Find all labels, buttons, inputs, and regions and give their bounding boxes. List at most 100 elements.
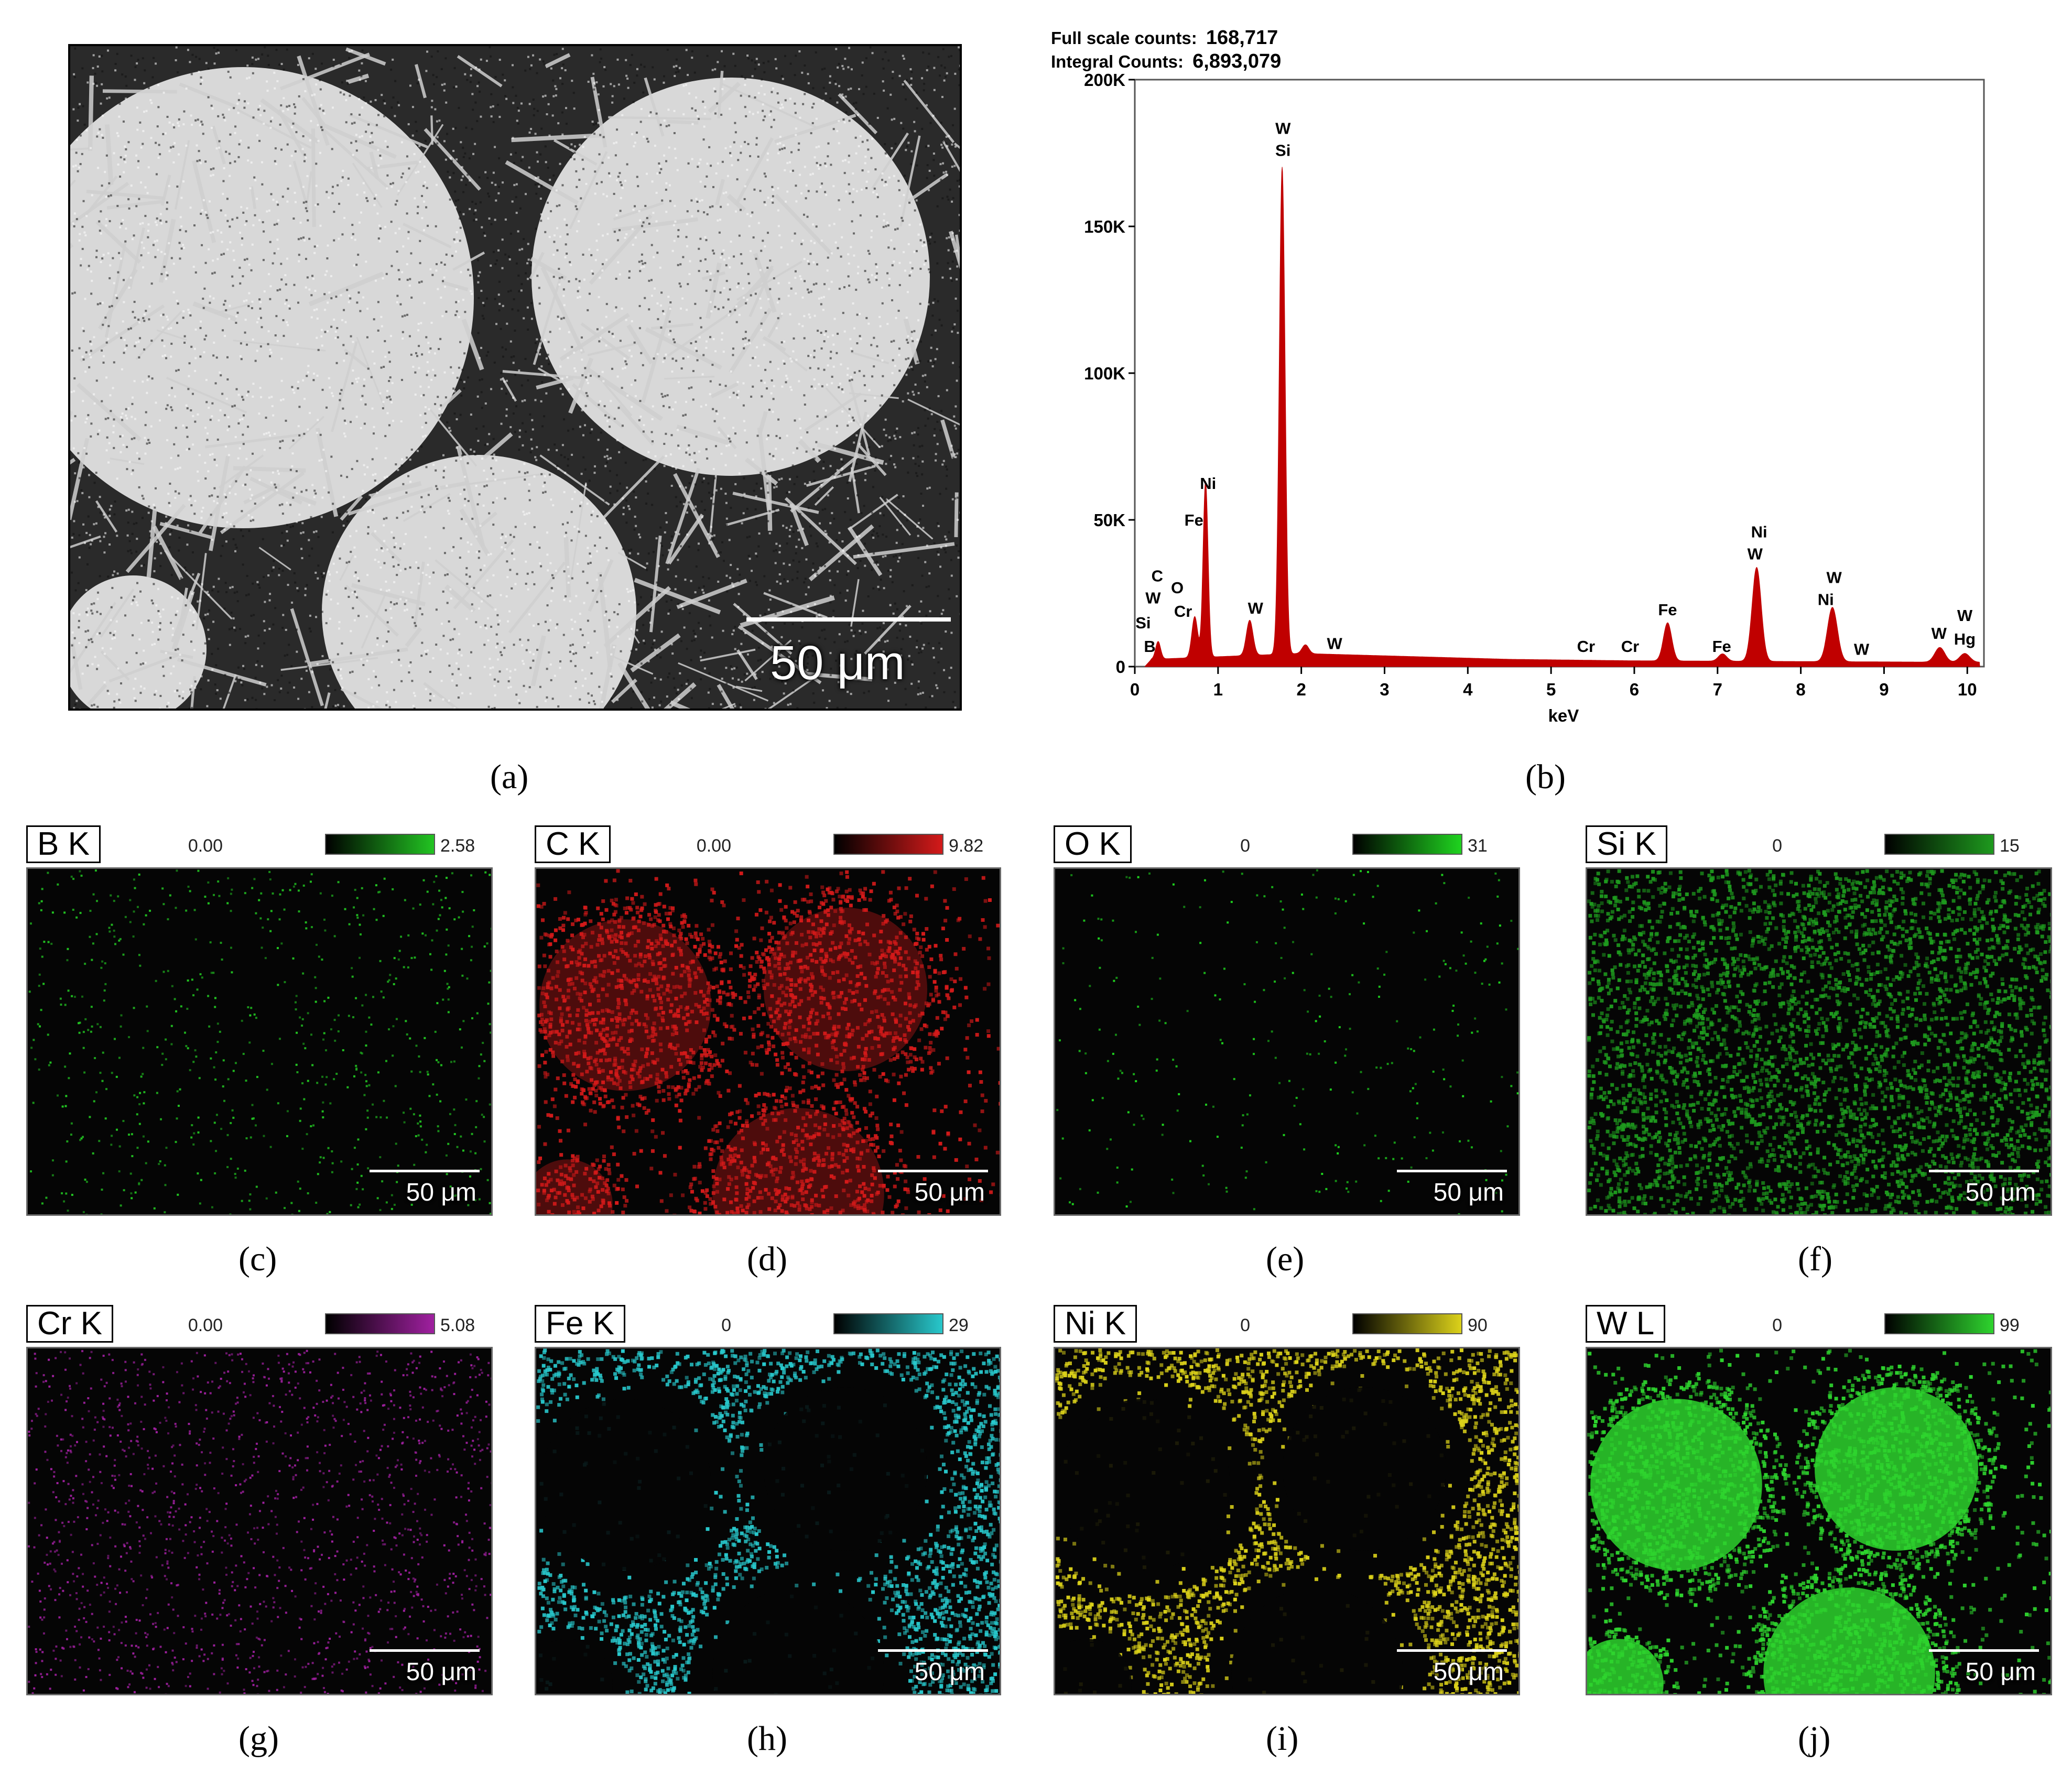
element-map-label: C K bbox=[535, 825, 611, 863]
colorbar-max: 2.58 bbox=[440, 836, 475, 856]
colorbar-max: 9.82 bbox=[949, 836, 983, 856]
colorbar-max: 31 bbox=[1468, 836, 1488, 856]
colorbar-min: 0 bbox=[721, 1315, 731, 1336]
map-scale-label: 50 μm bbox=[406, 1658, 476, 1686]
sem-scale-label: 50 μm bbox=[770, 636, 905, 691]
map-caption: (e) bbox=[1266, 1239, 1304, 1279]
map-scale-label: 50 μm bbox=[406, 1178, 476, 1207]
colorbar-max: 5.08 bbox=[440, 1315, 475, 1336]
peak-annotation: Si bbox=[1135, 614, 1151, 632]
peak-annotation: Si bbox=[1275, 141, 1290, 160]
map-scale-label: 50 μm bbox=[1434, 1658, 1504, 1686]
map-caption: (i) bbox=[1266, 1719, 1298, 1759]
x-tick-label: 3 bbox=[1380, 680, 1389, 699]
element-map-render bbox=[1587, 1348, 2051, 1694]
x-tick-label: 5 bbox=[1546, 680, 1556, 699]
map-caption: (c) bbox=[238, 1239, 277, 1279]
map-scale-label: 50 μm bbox=[915, 1658, 985, 1686]
colorbar bbox=[1352, 834, 1462, 855]
y-tick-label: 100K bbox=[1084, 364, 1125, 383]
colorbar-max: 90 bbox=[1468, 1315, 1488, 1336]
map-scale-label: 50 μm bbox=[915, 1178, 985, 1207]
colorbar-min: 0 bbox=[1240, 1315, 1250, 1336]
element-map-image: 50 μm bbox=[535, 867, 1001, 1216]
x-tick-label: 6 bbox=[1630, 680, 1639, 699]
map-scale-bar bbox=[1929, 1649, 2039, 1652]
peak-annotation: Cr bbox=[1174, 602, 1192, 620]
colorbar bbox=[325, 1313, 435, 1334]
element-map-render bbox=[536, 1348, 1000, 1694]
element-map-panel: Fe K 0 29 50 μm (h) bbox=[535, 1305, 1001, 1758]
peak-annotation: W bbox=[1748, 545, 1763, 563]
peak-annotation: Fe bbox=[1185, 511, 1203, 529]
element-map-panel: W L 0 99 50 μm (j) bbox=[1586, 1305, 2052, 1758]
map-scale-bar bbox=[370, 1170, 480, 1172]
x-tick-label: 10 bbox=[1958, 680, 1977, 699]
map-caption: (j) bbox=[1798, 1719, 1830, 1759]
colorbar bbox=[325, 834, 435, 855]
peak-annotation: W bbox=[1826, 568, 1842, 586]
colorbar-min: 0.00 bbox=[188, 1315, 223, 1336]
map-scale-label: 50 μm bbox=[1966, 1658, 2036, 1686]
colorbar-min: 0 bbox=[1772, 1315, 1782, 1336]
element-map-label: Ni K bbox=[1054, 1305, 1137, 1343]
y-tick-label: 200K bbox=[1084, 70, 1125, 90]
peak-annotation: W bbox=[1854, 640, 1870, 659]
element-map-render bbox=[1055, 869, 1518, 1214]
element-map-label: O K bbox=[1054, 825, 1132, 863]
colorbar-min: 0 bbox=[1240, 836, 1250, 856]
element-map-render bbox=[28, 869, 491, 1214]
peak-annotation: B bbox=[1144, 637, 1155, 656]
colorbar-max: 99 bbox=[2000, 1315, 2020, 1336]
peak-annotation: W bbox=[1275, 119, 1291, 138]
spectrum-header: Full scale counts: 168,717 Integral Coun… bbox=[1051, 26, 1281, 73]
map-scale-bar bbox=[1929, 1170, 2039, 1172]
peak-annotation: Hg bbox=[1954, 630, 1976, 648]
element-map-render bbox=[1587, 869, 2051, 1214]
element-map-panel: Cr K 0.00 5.08 50 μm (g) bbox=[26, 1305, 493, 1758]
peak-annotation: W bbox=[1957, 606, 1973, 625]
peak-annotation: Cr bbox=[1577, 637, 1595, 656]
element-map-image: 50 μm bbox=[1054, 1347, 1520, 1695]
spectrum-area bbox=[1144, 167, 1980, 667]
colorbar bbox=[833, 834, 943, 855]
element-map-panel: C K 0.00 9.82 50 μm (d) bbox=[535, 825, 1001, 1278]
element-map-label: B K bbox=[26, 825, 101, 863]
map-caption: (h) bbox=[747, 1719, 787, 1759]
peak-annotation: Ni bbox=[1751, 523, 1767, 541]
x-tick-label: 4 bbox=[1463, 680, 1473, 699]
peak-annotation: W bbox=[1248, 599, 1264, 617]
sem-micrograph: 50 μm bbox=[68, 44, 962, 711]
colorbar bbox=[833, 1313, 943, 1334]
colorbar-min: 0.00 bbox=[188, 836, 223, 856]
colorbar-min: 0 bbox=[1772, 836, 1782, 856]
full-scale-label: Full scale counts: bbox=[1051, 28, 1197, 48]
colorbar bbox=[1884, 834, 1994, 855]
x-tick-label: 8 bbox=[1796, 680, 1805, 699]
peak-annotation: W bbox=[1327, 634, 1343, 652]
colorbar bbox=[1352, 1313, 1462, 1334]
element-map-panel: O K 0 31 50 μm (e) bbox=[1054, 825, 1520, 1278]
element-map-render bbox=[536, 869, 1000, 1214]
element-map-render bbox=[1055, 1348, 1518, 1694]
peak-annotation: O bbox=[1171, 579, 1184, 597]
map-caption: (g) bbox=[238, 1719, 279, 1759]
map-scale-label: 50 μm bbox=[1966, 1178, 2036, 1207]
element-map-panel: B K 0.00 2.58 50 μm (c) bbox=[26, 825, 493, 1278]
element-map-label: W L bbox=[1586, 1305, 1666, 1343]
x-tick-label: 1 bbox=[1213, 680, 1223, 699]
element-map-label: Cr K bbox=[26, 1305, 113, 1343]
x-tick-label: 7 bbox=[1713, 680, 1722, 699]
sem-image bbox=[70, 46, 960, 709]
colorbar-max: 15 bbox=[2000, 836, 2020, 856]
map-scale-bar bbox=[1397, 1649, 1507, 1652]
y-tick-label: 150K bbox=[1084, 217, 1125, 236]
map-scale-bar bbox=[1397, 1170, 1507, 1172]
element-map-image: 50 μm bbox=[26, 1347, 493, 1695]
peak-annotation: W bbox=[1932, 624, 1947, 643]
x-tick-label: 0 bbox=[1130, 680, 1140, 699]
map-scale-label: 50 μm bbox=[1434, 1178, 1504, 1207]
full-scale-value: 168,717 bbox=[1206, 27, 1278, 49]
caption-b: (b) bbox=[1525, 757, 1566, 797]
